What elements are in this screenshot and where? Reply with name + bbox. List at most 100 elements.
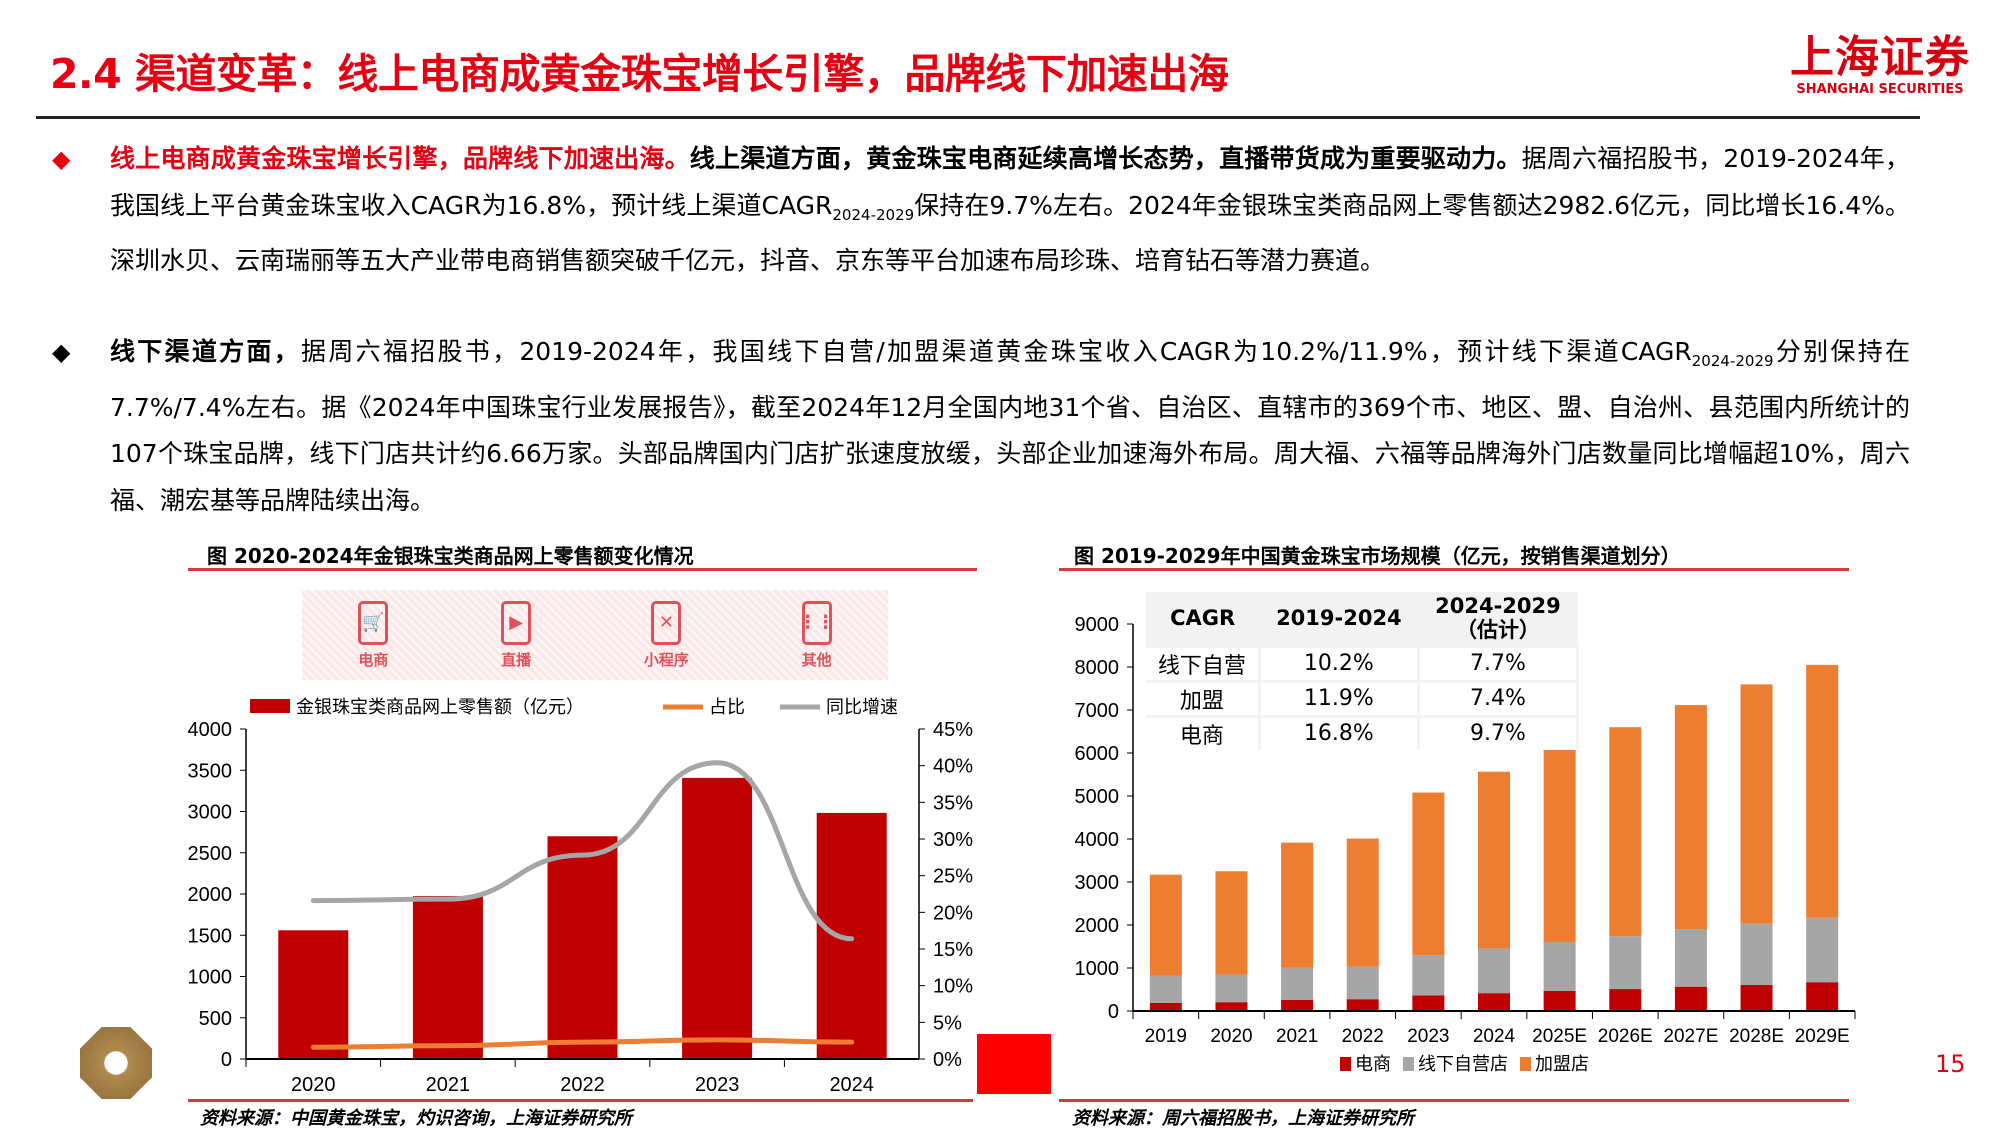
bar-2021 [412, 896, 483, 1059]
bar-电商-2020 [1215, 1002, 1248, 1011]
y-tick-label: 2000 [188, 884, 233, 906]
diamond-bullet-icon: ◆ [52, 338, 71, 366]
x-tick-label: 2023 [695, 1074, 740, 1096]
table-header: CAGR [1146, 592, 1260, 646]
line-同比增速 [310, 760, 855, 942]
y-tick-label: 2000 [1075, 915, 1120, 937]
legend-label: 同比增速 [826, 697, 898, 717]
x-tick-label: 2022 [560, 1074, 605, 1096]
y-tick-label: 1000 [188, 967, 233, 989]
table-header: 2024-2029 （估计） [1418, 592, 1578, 646]
y2-tick-label: 35% [933, 792, 973, 814]
y-tick-label: 4000 [188, 719, 233, 741]
banner-label: 其他 [801, 650, 832, 669]
left-source: 资料来源：中国黄金珠宝，灼识咨询，上海证券研究所 [200, 1108, 632, 1129]
bullet-bold: 线下渠道方面， [110, 337, 302, 366]
y-tick-label: 0 [221, 1049, 232, 1071]
bullet-text: 据周六福招股书，2019-2024年，我国线上平台黄金珠宝收入CAGR为16.8… [110, 144, 1910, 220]
x-tick-label: 2020 [1210, 1026, 1252, 1047]
bar-线下自营店-2026E [1609, 936, 1642, 990]
legend-label: 电商 [1355, 1054, 1391, 1074]
x-tick-label: 2028E [1729, 1026, 1784, 1047]
bar-电商-2022 [1346, 999, 1379, 1011]
x-tick-label: 2029E [1795, 1026, 1850, 1047]
x-tick-label: 2022 [1342, 1026, 1384, 1047]
bar-线下自营店-2019 [1149, 975, 1182, 1003]
y-tick-label: 5000 [1075, 786, 1120, 808]
y2-tick-label: 10% [933, 976, 973, 998]
table-cell: 10.2% [1259, 644, 1420, 681]
x-tick-label: 2019 [1145, 1026, 1187, 1047]
cart-phone-icon: 🛒 [358, 600, 389, 645]
left-figure-title: 图 2020-2024年金银珠宝类商品网上零售额变化情况 [207, 544, 694, 568]
y2-tick-label: 45% [933, 719, 973, 741]
bar-电商-2024 [1478, 993, 1510, 1011]
legend-swatch [1520, 1057, 1531, 1071]
bar-加盟店-2023 [1412, 792, 1445, 956]
right-figure-title: 图 2019-2029年中国黄金珠宝市场规模（亿元，按销售渠道划分） [1074, 544, 1681, 568]
y-tick-label: 1000 [1075, 958, 1120, 980]
footer-emblem-icon [80, 1027, 152, 1099]
banner-other: ⋮⋮ 其他 [799, 600, 835, 670]
bar-电商-2025E [1543, 991, 1576, 1011]
x-tick-label: 2026E [1598, 1026, 1653, 1047]
x-tick-label: 2024 [1473, 1026, 1516, 1047]
bar-2020 [278, 930, 349, 1059]
y-tick-label: 3000 [1075, 872, 1120, 894]
table-header-row: CAGR 2019-2024 2024-2029 （估计） [1146, 592, 1578, 646]
table-header: 2019-2024 [1259, 592, 1419, 646]
bar-线下自营店-2023 [1412, 955, 1445, 996]
bar-电商-2028E [1740, 984, 1773, 1011]
play-icon: ▶ [501, 600, 532, 645]
line-占比 [310, 1037, 855, 1050]
y2-tick-label: 0% [933, 1049, 962, 1071]
table-cell: 7.4% [1418, 679, 1580, 716]
bar-线下自营店-2024 [1478, 948, 1510, 994]
bar-线下自营店-2029E [1806, 917, 1839, 983]
bar-线下自营店-2027E [1674, 929, 1707, 987]
header-divider [36, 116, 1920, 119]
bar-线下自营店-2021 [1281, 967, 1314, 1000]
bar-电商-2019 [1149, 1002, 1182, 1011]
table-cell: 11.9% [1259, 679, 1420, 716]
bar-电商-2027E [1674, 986, 1707, 1011]
table-cell: 电商 [1146, 714, 1261, 750]
legend-label: 加盟店 [1535, 1054, 1589, 1074]
x-tick-label: 2020 [291, 1074, 336, 1096]
bar-2022 [547, 836, 618, 1059]
y-tick-label: 8000 [1075, 657, 1120, 679]
diamond-bullet-icon: ◆ [52, 145, 71, 173]
bar-电商-2023 [1412, 995, 1445, 1011]
x-tick-label: 2021 [1276, 1026, 1318, 1047]
banner-label: 小程序 [643, 650, 689, 669]
bar-加盟店-2029E [1806, 664, 1839, 918]
y-tick-label: 3500 [188, 760, 233, 782]
x-tick-label: 2023 [1407, 1026, 1449, 1047]
y2-tick-label: 15% [933, 939, 973, 961]
x-tick-label: 2027E [1663, 1026, 1718, 1047]
cagr-table: CAGR 2019-2024 2024-2029 （估计） 线下自营 10.2% 7.7… [1146, 592, 1580, 750]
bullet-text: 保持在9.7%左右。2024年金银珠宝类商品网上零售额达2982.6亿元，同比增… [110, 190, 1910, 276]
y2-tick-label: 20% [933, 902, 973, 924]
close-phone-icon: ✕ [651, 600, 682, 645]
banner-label: 电商 [358, 650, 389, 669]
bullet-sub: 2024-2029 [1691, 352, 1774, 370]
y-tick-label: 500 [199, 1008, 232, 1030]
bar-电商-2026E [1609, 989, 1642, 1011]
right-title-underline [1059, 568, 1849, 571]
y-tick-label: 9000 [1075, 614, 1120, 636]
table-row: 线下自营 10.2% 7.7% [1146, 644, 1580, 681]
bar-加盟店-2019 [1149, 874, 1182, 976]
bar-加盟店-2026E [1609, 727, 1642, 937]
bar-加盟店-2022 [1346, 838, 1379, 967]
brand-logo: 上海证券 SHANGHAI SECURITIES [1790, 34, 1970, 98]
y-tick-label: 2500 [188, 843, 233, 865]
y-tick-label: 6000 [1075, 743, 1120, 765]
y2-tick-label: 30% [933, 829, 973, 851]
x-tick-label: 2021 [426, 1074, 471, 1096]
bullet-text: 分别保持在7.7%/7.4%左右。据《2024年中国珠宝行业发展报告》，截至20… [110, 337, 1910, 515]
banner-label: 直播 [501, 650, 532, 669]
bar-加盟店-2025E [1543, 749, 1576, 942]
table-row: 加盟 11.9% 7.4% [1146, 679, 1580, 716]
bullet-lead: 线上电商成黄金珠宝增长引擎，品牌线下加速出海。 [110, 144, 690, 173]
